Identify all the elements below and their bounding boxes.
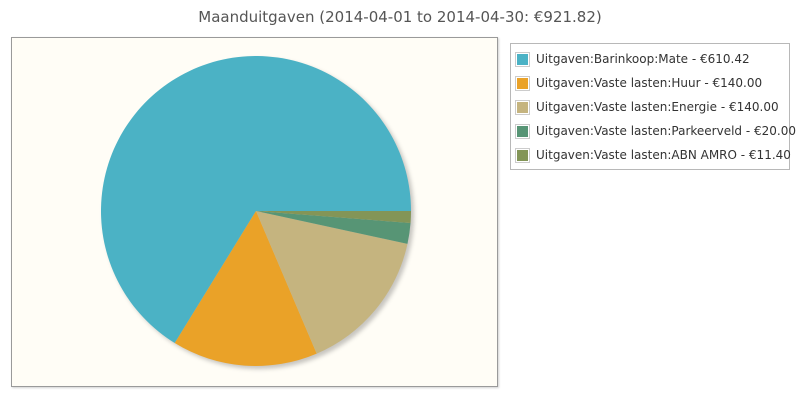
- legend-item: Uitgaven:Vaste lasten:ABN AMRO - €11.40: [515, 143, 791, 167]
- pie-slice[interactable]: [174, 211, 317, 366]
- plot-area: [11, 37, 498, 387]
- pie-slice[interactable]: [256, 211, 408, 354]
- legend: Uitgaven:Barinkoop:Mate - €610.42 Uitgave…: [510, 43, 796, 170]
- legend-item: Uitgaven:Vaste lasten:Energie - €140.00: [515, 95, 785, 119]
- legend-swatch: [515, 75, 530, 91]
- legend-item: Uitgaven:Vaste lasten:Huur - €140.00: [515, 71, 785, 95]
- pie-slice[interactable]: [100, 55, 411, 344]
- chart-title: Maanduitgaven (2014-04-01 to 2014-04-30:…: [198, 8, 602, 26]
- legend-swatch: [515, 147, 530, 163]
- legend-label: Uitgaven:Vaste lasten:Energie - €140.00: [536, 100, 779, 114]
- legend-label: Uitgaven:Vaste lasten:Parkeerveld - €20.…: [536, 124, 796, 138]
- legend-swatch: [515, 51, 530, 67]
- legend-item: Uitgaven:Barinkoop:Mate - €610.42: [515, 47, 785, 71]
- pie-chart: [100, 55, 414, 369]
- legend-swatch: [515, 99, 530, 115]
- legend-label: Uitgaven:Vaste lasten:ABN AMRO - €11.40: [536, 148, 791, 162]
- legend-swatch: [515, 123, 530, 139]
- legend-item: Uitgaven:Vaste lasten:Parkeerveld - €20.…: [515, 119, 796, 143]
- pie-slice[interactable]: [256, 211, 411, 224]
- legend-label: Uitgaven:Barinkoop:Mate - €610.42: [536, 52, 750, 66]
- pie-slice[interactable]: [256, 211, 411, 244]
- legend-label: Uitgaven:Vaste lasten:Huur - €140.00: [536, 76, 763, 90]
